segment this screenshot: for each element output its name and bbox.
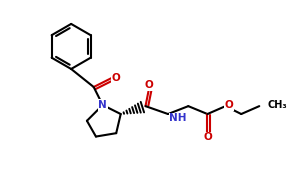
Text: O: O xyxy=(111,73,120,83)
Text: O: O xyxy=(203,132,212,142)
Text: O: O xyxy=(225,100,233,110)
Text: O: O xyxy=(145,80,153,90)
Text: NH: NH xyxy=(169,113,187,123)
Text: CH₃: CH₃ xyxy=(267,100,287,110)
Text: N: N xyxy=(98,100,107,110)
